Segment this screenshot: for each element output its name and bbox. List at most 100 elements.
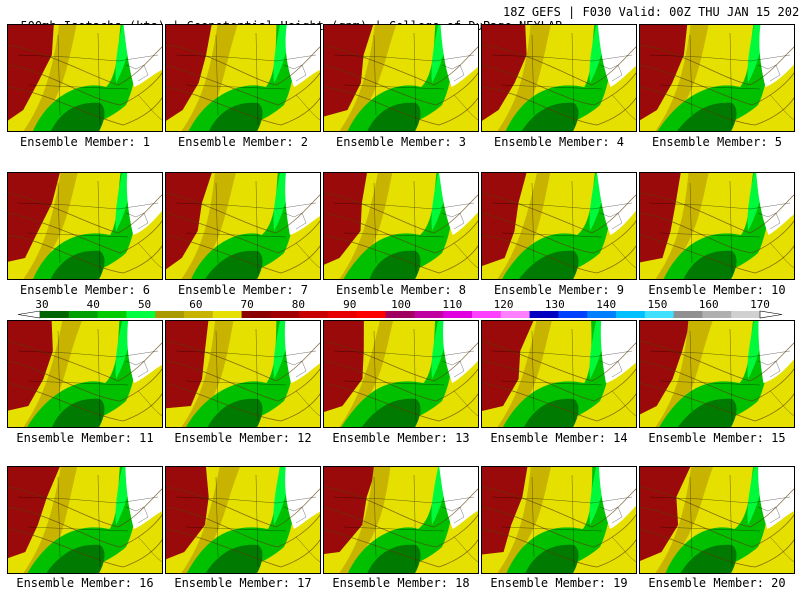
scale-swatch xyxy=(500,311,531,318)
scale-swatch xyxy=(299,311,329,318)
member-caption: Ensemble Member: 9 xyxy=(493,283,625,297)
trough-green xyxy=(506,467,618,573)
calm-area xyxy=(758,467,794,529)
member-caption: Ensemble Member: 3 xyxy=(335,135,467,149)
scale-tick-label: 40 xyxy=(87,298,100,311)
calm-area xyxy=(123,25,162,87)
scale-swatch xyxy=(673,311,703,318)
trough-green xyxy=(188,25,302,131)
jet-core-west xyxy=(324,467,377,555)
scale-swatch xyxy=(184,311,214,318)
member-map-panel xyxy=(7,320,163,428)
jet-core-west xyxy=(640,25,688,121)
member-map-panel xyxy=(481,172,637,280)
scale-swatch xyxy=(472,311,502,318)
calm-area xyxy=(125,467,162,529)
scale-tick-label: 70 xyxy=(241,298,254,311)
trough-green xyxy=(657,25,776,131)
member-caption: Ensemble Member: 13 xyxy=(332,431,470,445)
jet-core-west xyxy=(166,173,212,270)
member-map-panel xyxy=(481,466,637,574)
scale-swatch xyxy=(97,311,127,318)
scale-tick-label: 150 xyxy=(647,298,667,311)
scale-swatch xyxy=(328,311,358,318)
jet-core-west xyxy=(166,467,209,560)
scale-tick-label: 120 xyxy=(494,298,514,311)
calm-area xyxy=(127,321,162,383)
member-caption: Ensemble Member: 16 xyxy=(16,576,154,590)
calm-area xyxy=(439,467,478,529)
member-map-panel xyxy=(323,172,479,280)
member-caption: Ensemble Member: 18 xyxy=(332,576,470,590)
scale-swatch xyxy=(702,311,732,318)
jet-core-west xyxy=(8,321,53,411)
scale-tick-label: 50 xyxy=(138,298,151,311)
scale-tick-label: 160 xyxy=(699,298,719,311)
member-map-panel xyxy=(639,172,795,280)
calm-area xyxy=(126,173,162,235)
trough-green xyxy=(186,467,302,573)
jet-core-west xyxy=(482,467,528,555)
member-caption: Ensemble Member: 12 xyxy=(174,431,312,445)
trough-green xyxy=(27,467,144,573)
calm-area xyxy=(284,321,320,383)
jet-core-west xyxy=(166,25,212,121)
member-caption: Ensemble Member: 11 xyxy=(16,431,154,445)
color-scale: 30 40 50 60 70 80 90 100 110 120 130 140 150 160 170 xyxy=(14,298,786,324)
scale-tick-label: 90 xyxy=(343,298,356,311)
jet-core-west xyxy=(324,173,368,265)
trough-green xyxy=(659,321,776,427)
member-map-panel xyxy=(481,24,637,132)
member-caption: Ensemble Member: 2 xyxy=(177,135,309,149)
trough-green xyxy=(502,321,618,427)
member-map-panel xyxy=(7,172,163,280)
member-map-panel xyxy=(323,24,479,132)
scale-swatch xyxy=(731,311,761,318)
member-caption: Ensemble Member: 5 xyxy=(651,135,783,149)
member-map-panel xyxy=(165,172,321,280)
calm-area xyxy=(759,25,794,87)
member-map-panel xyxy=(165,466,321,574)
member-map-panel xyxy=(165,320,321,428)
member-caption: Ensemble Member: 8 xyxy=(335,283,467,297)
header-run-info: 18Z GEFS | F030 Valid: 00Z THU JAN 15 20… xyxy=(503,5,800,19)
calm-area xyxy=(756,173,794,235)
scale-swatch xyxy=(212,311,243,318)
jet-core-west xyxy=(482,25,527,121)
scale-swatch xyxy=(126,311,156,318)
calm-area xyxy=(443,321,478,383)
calm-area xyxy=(285,467,320,529)
member-map-panel xyxy=(639,466,795,574)
member-map-panel xyxy=(639,24,795,132)
scale-swatch xyxy=(241,311,271,318)
scale-swatch xyxy=(529,311,559,318)
scale-tick-label: 140 xyxy=(596,298,616,311)
calm-area xyxy=(597,25,636,87)
scale-tick-label: 170 xyxy=(750,298,770,311)
trough-green xyxy=(341,321,460,427)
calm-area xyxy=(758,321,794,383)
trough-green xyxy=(665,467,776,573)
scale-swatch xyxy=(155,311,185,318)
scale-swatch xyxy=(40,311,70,318)
scale-tick-label: 100 xyxy=(391,298,411,311)
trough-green xyxy=(191,173,302,279)
member-map-panel xyxy=(639,320,795,428)
scale-tick-label: 110 xyxy=(442,298,462,311)
member-caption: Ensemble Member: 20 xyxy=(648,576,786,590)
scale-swatch xyxy=(587,311,617,318)
scale-swatch xyxy=(356,311,387,318)
member-caption: Ensemble Member: 17 xyxy=(174,576,312,590)
member-caption: Ensemble Member: 14 xyxy=(490,431,628,445)
scale-swatch xyxy=(443,311,473,318)
scale-tick-label: 60 xyxy=(189,298,202,311)
member-map-panel xyxy=(323,320,479,428)
scale-swatch xyxy=(558,311,588,318)
member-map-panel xyxy=(7,24,163,132)
jet-core-west xyxy=(324,25,374,117)
scale-tick-label: 130 xyxy=(545,298,565,311)
jet-core-west xyxy=(640,467,691,562)
trough-green xyxy=(343,173,460,279)
scale-tick-label: 80 xyxy=(292,298,305,311)
member-caption: Ensemble Member: 1 xyxy=(19,135,151,149)
